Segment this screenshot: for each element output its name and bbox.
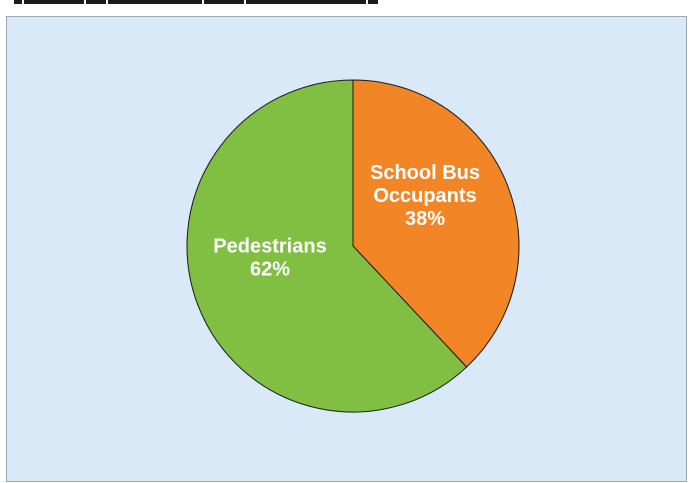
cropped-title-fragment [14,0,444,5]
slice-value-label: 62% [250,259,290,281]
pie-slices [186,79,520,413]
pie-slice-pedestrians [186,79,468,413]
slice-category-label: Occupants [373,185,476,207]
slice-value-label: 38% [405,208,445,230]
slice-category-label: School Bus [370,162,480,184]
slice-category-label: Pedestrians [213,236,326,258]
pie-slice-school-bus [352,79,520,368]
